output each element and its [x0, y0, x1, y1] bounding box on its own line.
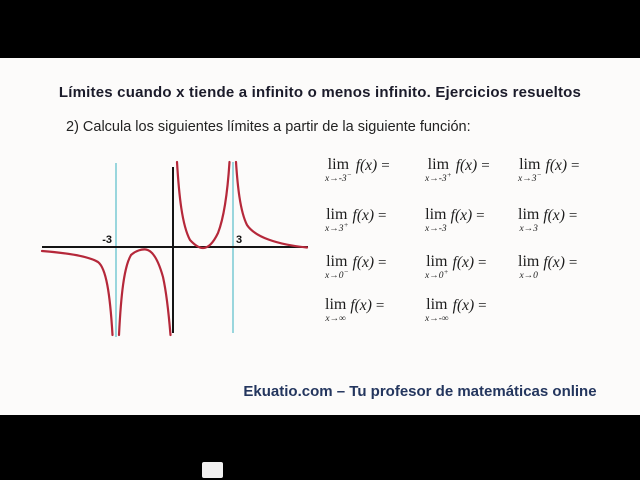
curve-branch-far-right	[234, 160, 309, 249]
equals-sign: =	[571, 158, 580, 174]
limit-expression: lim x→3− f(x) =	[518, 157, 580, 207]
lim-operator: lim x→0−	[325, 253, 349, 282]
lim-approach: x→3	[519, 224, 538, 234]
lim-approach: x→-3−	[325, 170, 352, 185]
function-notation: f(x)	[352, 207, 375, 224]
equals-sign: =	[481, 158, 490, 174]
curve-branch-mid-left	[117, 248, 172, 337]
limit-expression: lim x→-3+ f(x) =	[425, 157, 518, 207]
function-notation: f(x)	[452, 297, 475, 314]
function-notation: f(x)	[543, 254, 565, 271]
limit-expression: lim x→3+ f(x) =	[325, 207, 425, 254]
limit-expression: lim x→-∞ f(x) =	[425, 297, 518, 325]
lim-approach: x→∞	[325, 314, 346, 324]
lim-approach: x→0	[519, 271, 538, 281]
limit-expression: lim x→0 f(x) =	[518, 254, 580, 297]
slide-title: Límites cuando x tiende a infinito o men…	[58, 84, 582, 101]
function-notation: f(x)	[350, 297, 372, 314]
lim-operator: lim x→-3+	[425, 156, 452, 185]
corner-logo-box	[202, 462, 223, 478]
lim-approach: x→0−	[325, 267, 349, 282]
lim-operator: lim x→0	[518, 253, 540, 281]
function-notation: f(x)	[352, 254, 375, 271]
limit-expression: lim x→-3− f(x) =	[325, 157, 425, 207]
lim-approach: x→3−	[518, 170, 542, 185]
slide: Límites cuando x tiende a infinito o men…	[0, 58, 640, 415]
equals-sign: =	[568, 255, 578, 271]
function-notation: f(x)	[455, 157, 478, 174]
equals-sign: =	[476, 208, 485, 224]
lim-operator: lim x→-3−	[325, 156, 352, 185]
lim-operator: lim x→3+	[325, 206, 349, 235]
function-notation: f(x)	[452, 254, 475, 271]
limit-expression: lim x→0− f(x) =	[325, 254, 425, 297]
limit-expression: lim x→3 f(x) =	[518, 207, 580, 254]
curve-branch-mid-right	[175, 160, 231, 250]
function-notation: f(x)	[450, 207, 473, 224]
limit-expression: lim x→0+ f(x) =	[425, 254, 518, 297]
lim-approach: x→-3	[425, 224, 447, 234]
equals-sign: =	[378, 255, 387, 271]
lim-operator: lim x→0+	[425, 253, 449, 282]
lim-approach: x→-∞	[425, 314, 449, 324]
function-notation: f(x)	[545, 157, 568, 174]
lim-approach: x→0+	[425, 267, 449, 282]
exercise-prompt: 2) Calcula los siguientes límites a part…	[66, 119, 471, 135]
lim-operator: lim x→-3	[425, 206, 447, 234]
lim-operator: lim x→∞	[325, 296, 347, 324]
footer-brand: Ekuatio.com – Tu profesor de matemáticas…	[243, 383, 597, 400]
function-notation: f(x)	[355, 157, 378, 174]
limits-grid: lim x→-3− f(x) = lim x→-3+ f(x) = lim x→3− f(x) = li…	[325, 157, 580, 325]
equals-sign: =	[478, 255, 487, 271]
lim-operator: lim x→3	[518, 206, 540, 234]
lim-approach: x→-3+	[425, 170, 452, 185]
x-tick-label-pos3: 3	[236, 234, 242, 246]
letterbox-bottom	[0, 415, 640, 480]
x-tick-label-neg3: -3	[102, 234, 112, 246]
limit-expression: lim x→-3 f(x) =	[425, 207, 518, 254]
lim-approach: x→3+	[325, 220, 349, 235]
equals-sign: =	[378, 208, 387, 224]
curve-branch-far-left	[40, 249, 114, 337]
lim-operator: lim x→3−	[518, 156, 542, 185]
limit-expression: lim x→∞ f(x) =	[325, 297, 425, 325]
equals-sign: =	[568, 208, 578, 224]
lim-operator: lim x→-∞	[425, 296, 449, 324]
letterbox-top	[0, 0, 640, 58]
function-graph: -3 3	[40, 160, 309, 337]
equals-sign: =	[381, 158, 390, 174]
function-notation: f(x)	[543, 207, 565, 224]
equals-sign: =	[478, 298, 487, 314]
equals-sign: =	[375, 298, 385, 314]
